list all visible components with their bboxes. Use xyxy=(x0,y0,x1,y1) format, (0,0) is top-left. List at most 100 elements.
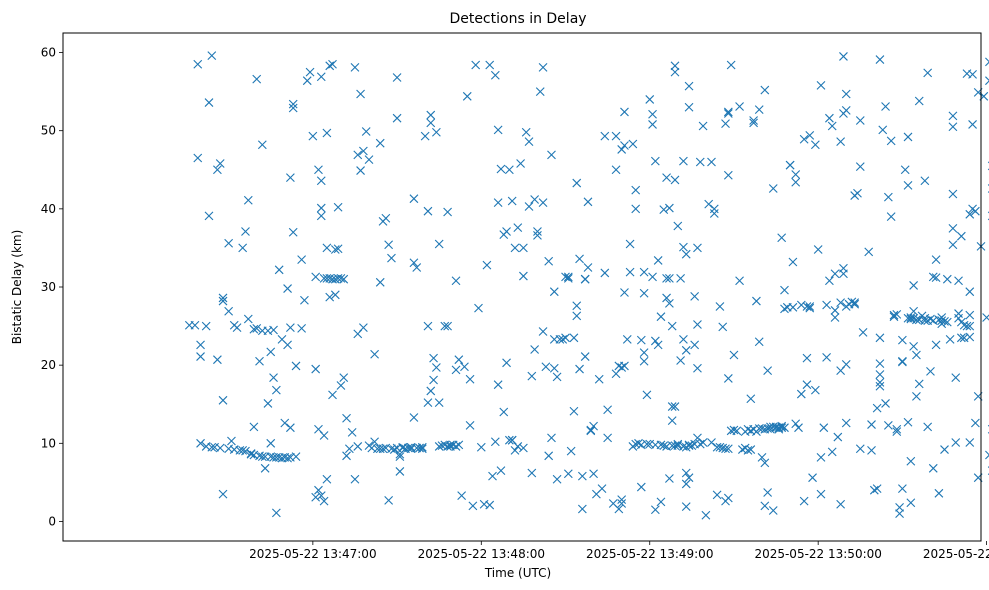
data-point xyxy=(898,357,907,367)
data-point xyxy=(519,271,528,281)
data-point xyxy=(928,272,938,282)
data-point xyxy=(676,274,686,283)
data-point xyxy=(361,127,371,136)
data-point xyxy=(446,440,455,450)
data-point xyxy=(328,59,337,69)
data-point xyxy=(693,320,702,329)
data-point xyxy=(426,386,436,396)
data-point xyxy=(513,223,523,232)
data-point xyxy=(611,165,621,175)
x-tick-label: 2025-05-22 13:51:00 xyxy=(923,547,989,561)
x-tick-label: 2025-05-22 13:50:00 xyxy=(754,547,881,561)
data-point xyxy=(507,196,517,206)
data-point xyxy=(777,421,787,431)
data-point xyxy=(224,238,234,248)
data-point xyxy=(903,132,913,142)
data-point xyxy=(583,263,593,272)
data-point xyxy=(426,110,436,120)
data-point xyxy=(524,202,534,211)
data-point xyxy=(420,131,430,141)
data-point xyxy=(575,254,584,264)
data-point xyxy=(749,116,758,125)
data-point xyxy=(760,458,770,468)
y-tick-label: 50 xyxy=(41,124,56,138)
data-point xyxy=(620,288,629,297)
data-point xyxy=(650,505,660,515)
data-point xyxy=(260,463,270,473)
data-point xyxy=(642,390,652,400)
data-point xyxy=(701,510,711,520)
data-point xyxy=(723,493,733,503)
data-point xyxy=(965,438,975,447)
data-point xyxy=(316,72,326,82)
data-point xyxy=(316,176,326,186)
data-point xyxy=(485,60,495,70)
data-point xyxy=(370,437,380,447)
data-point xyxy=(238,445,248,455)
data-point xyxy=(196,438,205,448)
data-point xyxy=(583,197,593,207)
data-point xyxy=(490,70,500,80)
data-point xyxy=(353,150,363,160)
data-point xyxy=(569,406,579,416)
data-point xyxy=(454,355,464,365)
data-point xyxy=(325,292,335,302)
data-point xyxy=(693,243,702,253)
data-point xyxy=(392,113,402,123)
data-point xyxy=(841,89,851,99)
data-point xyxy=(662,274,671,283)
data-point xyxy=(586,426,596,436)
data-point xyxy=(895,503,904,512)
data-point xyxy=(802,302,812,311)
data-point xyxy=(364,155,374,164)
data-point xyxy=(283,284,292,293)
data-point xyxy=(872,484,882,494)
data-point xyxy=(639,288,649,298)
data-point xyxy=(266,347,276,357)
data-point xyxy=(625,267,635,277)
data-point xyxy=(389,445,399,454)
data-point xyxy=(878,125,888,135)
data-point xyxy=(617,499,627,508)
data-point xyxy=(695,439,705,449)
y-axis-label: Bistatic Delay (km) xyxy=(10,230,24,345)
data-point xyxy=(648,120,657,129)
data-point xyxy=(527,371,537,381)
data-point xyxy=(474,303,483,313)
data-point xyxy=(906,456,916,466)
data-point xyxy=(620,141,629,150)
data-point xyxy=(653,256,663,265)
data-point xyxy=(681,502,691,512)
data-point xyxy=(650,336,660,346)
data-point xyxy=(684,441,694,451)
data-point xyxy=(841,105,851,115)
data-point xyxy=(423,321,433,331)
data-point xyxy=(544,451,554,461)
data-point xyxy=(620,361,629,371)
data-point xyxy=(928,463,938,473)
data-point xyxy=(465,420,475,430)
data-point xyxy=(836,298,846,308)
data-point xyxy=(530,345,540,354)
data-point xyxy=(204,98,214,107)
data-point xyxy=(527,468,537,478)
data-point xyxy=(246,449,256,458)
data-point xyxy=(561,272,570,282)
data-point xyxy=(726,60,736,70)
data-point xyxy=(875,359,885,368)
data-point xyxy=(395,467,405,476)
data-point xyxy=(417,444,427,454)
data-point xyxy=(243,195,253,205)
data-point xyxy=(909,281,919,290)
data-point xyxy=(538,198,548,207)
data-point xyxy=(384,240,394,250)
data-point xyxy=(656,312,666,322)
data-point xyxy=(238,243,248,253)
data-point xyxy=(715,442,725,452)
data-point xyxy=(656,440,666,450)
data-point xyxy=(664,274,674,283)
plot-area xyxy=(62,32,989,542)
data-point xyxy=(196,352,205,361)
data-point xyxy=(830,269,840,279)
data-point xyxy=(855,444,865,454)
